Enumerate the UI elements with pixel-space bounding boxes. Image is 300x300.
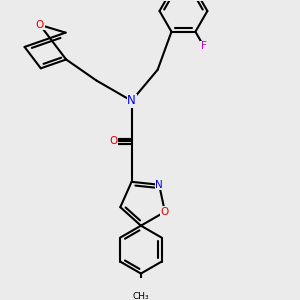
Text: N: N bbox=[155, 180, 163, 190]
Text: O: O bbox=[161, 207, 169, 217]
Text: CH₃: CH₃ bbox=[133, 292, 149, 300]
Text: O: O bbox=[109, 136, 117, 146]
Text: F: F bbox=[201, 41, 207, 51]
Text: O: O bbox=[36, 20, 44, 30]
Text: N: N bbox=[127, 94, 136, 107]
